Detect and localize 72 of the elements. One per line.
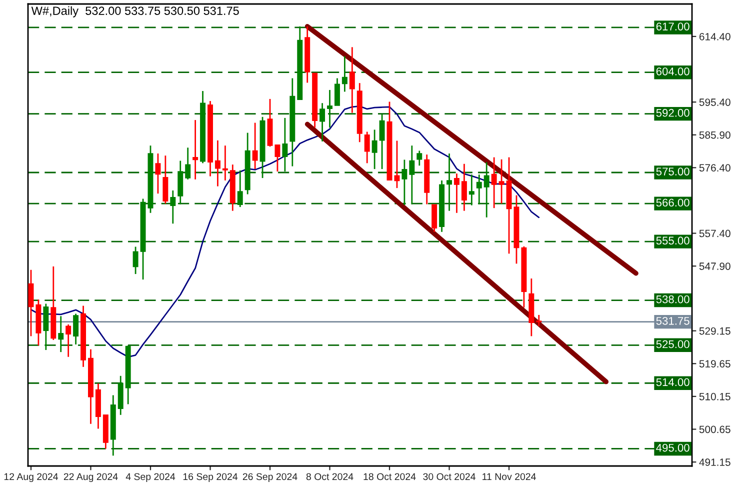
candlestick [454,172,460,214]
ref-line-label: 592.00 [656,108,690,117]
candlestick [484,161,490,218]
candlestick [237,170,243,208]
candlestick [66,324,72,358]
candlestick [342,55,348,92]
candlestick [274,144,280,172]
x-tick-label: 18 Oct 2024 [364,473,416,480]
candlestick [394,140,400,189]
ref-line-label: 575.00 [656,168,690,176]
x-tick-label: 4 Sep 2024 [126,473,176,482]
ref-line-label: 525.00 [656,340,690,348]
y-tick-label: 519.65 [699,360,730,368]
candlestick [73,313,79,346]
candlestick [334,78,340,106]
candlestick [185,146,191,180]
x-tick-label: 16 Sep 2024 [183,473,238,482]
ref-line-label: 555.00 [656,236,690,245]
candlestick [327,89,332,128]
ref-line-label: 538.00 [656,295,690,304]
candlestick [170,190,176,224]
candlestick [432,204,438,233]
candlestick [320,102,326,142]
candlestick [155,152,161,194]
y-tick-label: 595.40 [699,98,730,106]
candlestick [446,152,452,212]
y-tick-label: 576.40 [699,164,730,172]
y-tick-label: 614.40 [699,32,730,40]
candlestick [192,119,198,180]
y-tick-label: 557.40 [699,230,730,238]
candlestick [461,163,467,212]
candlestick [349,46,355,114]
ref-line-label: 531.75 [656,316,690,325]
line-series [30,106,540,358]
candlestick [491,156,497,209]
candlestick [222,144,228,182]
ref-line-label: 604.00 [656,67,690,76]
x-tick-label: 22 Aug 2024 [64,473,118,482]
ref-line-label: 495.00 [656,444,690,452]
candlestick [498,158,504,204]
candlestick [364,131,370,164]
y-tick-label: 529.15 [699,327,730,335]
y-tick-label: 500.65 [699,426,730,434]
candlestick [372,128,378,170]
chart-title: W#,Daily 532.00 533.75 530.50 531.75 [31,6,239,18]
y-tick-label: 547.90 [699,262,730,270]
candlestick [58,315,64,353]
candlestick [409,144,415,205]
y-tick-label: 585.90 [699,131,730,139]
candlestick [536,314,542,327]
x-tick-label: 12 Aug 2024 [4,473,58,482]
x-tick-label: 26 Sep 2024 [242,473,298,482]
ref-line-label: 617.00 [656,22,690,30]
y-tick-label: 510.15 [699,392,730,400]
candlestick [468,174,474,206]
x-tick-label: 8 Oct 2024 [306,473,354,480]
candlestick [402,159,408,206]
candlestick [43,303,49,351]
candlestick [214,140,220,188]
candlestick [379,113,385,170]
candlestick [28,269,34,337]
candlestick [476,174,482,205]
candlestick [132,246,138,275]
candlestick [252,122,258,170]
candlestick [416,150,422,166]
x-tick-label: 11 Nov 2024 [482,473,536,480]
candlestick [162,154,168,204]
ref-line-label: 514.00 [656,378,690,386]
x-tick-label: 30 Oct 2024 [423,473,476,480]
ref-line-label: 566.00 [656,198,690,207]
y-tick-label: 491.15 [699,458,730,466]
candlestick [282,117,288,172]
